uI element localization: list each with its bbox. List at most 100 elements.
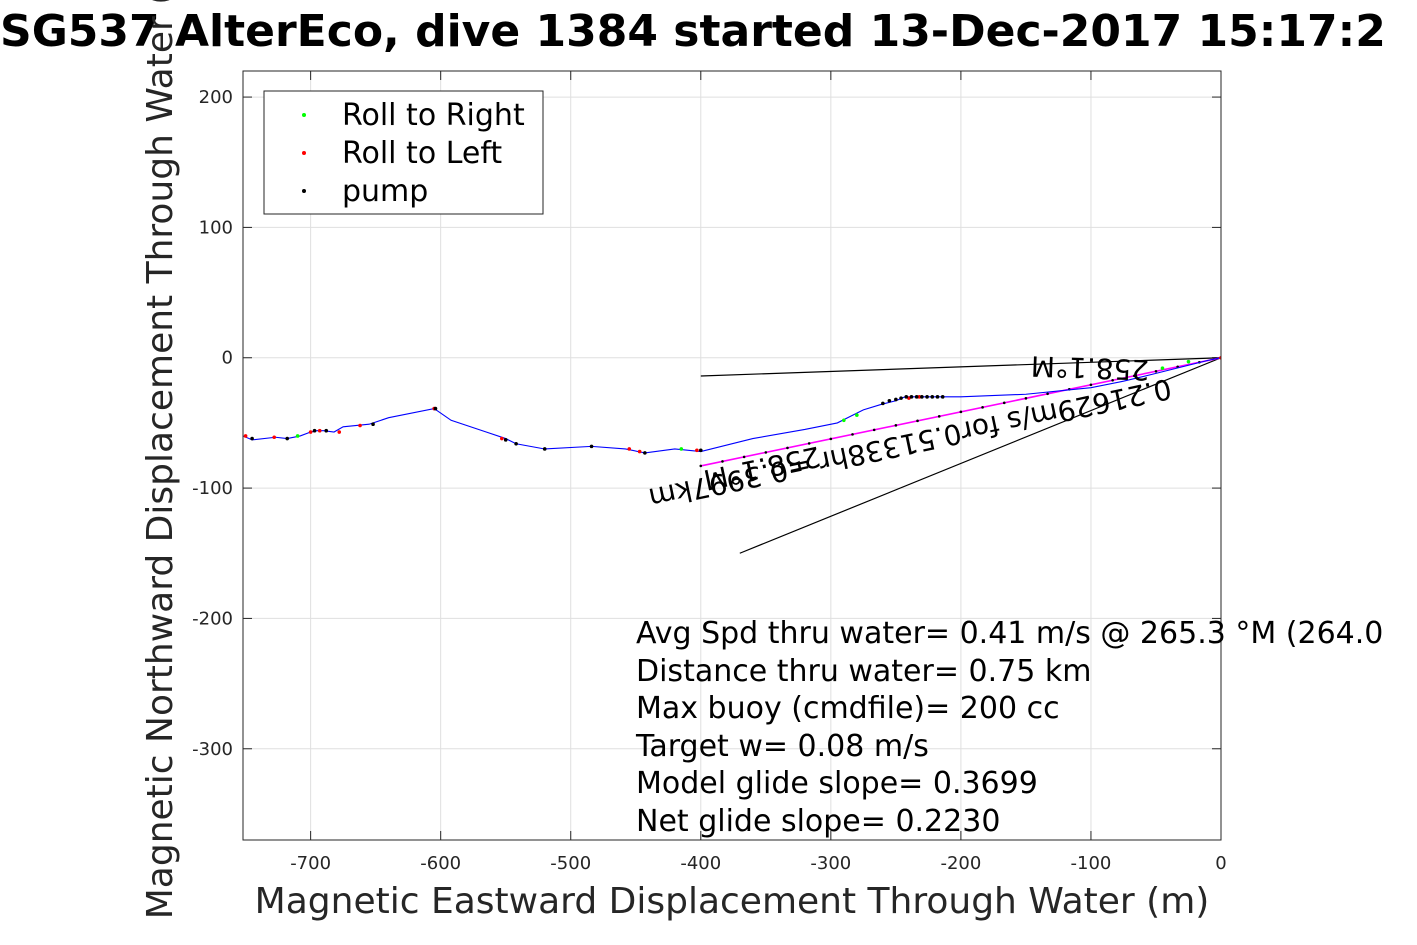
magenta-track-dot — [981, 406, 984, 409]
pump-point — [643, 451, 647, 455]
magenta-track-dot — [937, 415, 941, 418]
x-tick-label: -400 — [680, 853, 721, 874]
rotated-label-1: 258.1°M — [1030, 349, 1149, 386]
legend-label-pump: pump — [342, 174, 428, 209]
pump-point — [324, 428, 329, 433]
pump-point — [514, 441, 518, 446]
x-axis-label: Magnetic Eastward Displacement Through W… — [255, 881, 1210, 922]
roll-left-point — [337, 430, 342, 434]
roll-left-point — [500, 436, 504, 441]
pump-point — [433, 406, 438, 411]
pump-point — [698, 448, 703, 453]
pump-point — [285, 436, 290, 441]
pump-point — [312, 428, 317, 433]
legend-label-roll-left: Roll to Left — [342, 136, 502, 171]
magenta-track-dot — [721, 460, 724, 463]
pump-point — [503, 438, 508, 442]
pump-point — [371, 422, 375, 427]
x-ticks: -700 -600 -500 -400 -300 -200 -100 0 — [290, 71, 1227, 874]
dive-track-line — [243, 357, 1221, 454]
magenta-track-dot — [1111, 378, 1114, 382]
annotation-model-glide: Model glide slope= 0.3699 — [636, 766, 1038, 801]
legend: Roll to Right Roll to Left pump — [263, 90, 544, 215]
pump-point — [914, 395, 919, 399]
legend-box — [263, 90, 544, 215]
y-tick-label: -100 — [192, 478, 233, 499]
magenta-track-dot — [764, 451, 768, 454]
pump-point — [542, 447, 547, 451]
annotation-net-glide: Net glide slope= 0.2230 — [636, 804, 1000, 839]
roll-right-point — [1160, 366, 1165, 370]
magenta-track-dot — [786, 446, 789, 450]
roll-right-point — [679, 447, 684, 451]
x-tick-label: -200 — [940, 853, 981, 874]
magenta-track-dot — [1002, 401, 1006, 405]
x-tick-label: -500 — [550, 853, 591, 874]
data-layer — [243, 355, 1221, 554]
pump-point — [881, 401, 885, 406]
reference-line-1 — [700, 357, 1221, 377]
pump-point — [940, 395, 945, 399]
legend-label-roll-right: Roll to Right — [342, 98, 525, 133]
roll-left-point — [272, 435, 277, 440]
y-axis-label: Magnetic Northward Displacement Through … — [140, 0, 181, 919]
x-tick-label: -600 — [420, 853, 461, 874]
y-tick-label: 200 — [199, 87, 233, 108]
pump-point — [250, 436, 254, 441]
legend-marker-roll-right — [302, 113, 306, 117]
y-tick-label: -200 — [192, 608, 233, 629]
roll-left-point — [243, 434, 248, 438]
pump-point — [930, 395, 935, 399]
x-tick-label: 0 — [1215, 853, 1226, 874]
magenta-track-dot — [872, 428, 876, 432]
pump-point — [887, 398, 892, 403]
pump-point — [920, 395, 924, 399]
roll-right-point — [1186, 359, 1191, 364]
legend-marker-roll-left — [302, 151, 306, 155]
magenta-track-dot — [916, 419, 919, 423]
magenta-track-dot — [959, 410, 963, 414]
roll-left-point — [317, 428, 322, 433]
pump-point — [894, 397, 898, 402]
magenta-track-dot — [699, 464, 703, 468]
magenta-track-dot — [829, 437, 833, 441]
summary-annotations: Avg Spd thru water= 0.41 m/s @ 265.3 °M … — [635, 616, 1383, 839]
pump-point — [925, 395, 929, 399]
roll-left-point — [695, 448, 699, 453]
x-tick-label: -700 — [290, 853, 331, 874]
plot-frame — [242, 70, 1222, 841]
roll-right-point — [842, 418, 846, 423]
chart-title: SG537 AlterEco, dive 1384 started 13-Dec… — [0, 6, 1386, 57]
x-tick-label: -300 — [810, 853, 851, 874]
reference-line-2 — [739, 357, 1221, 554]
magenta-track-dot — [1132, 374, 1136, 378]
pump-point — [909, 395, 914, 399]
roll-left-point — [637, 449, 642, 454]
pump-point — [935, 395, 940, 399]
magenta-track-dot — [1154, 369, 1158, 373]
y-tick-label: 0 — [222, 348, 233, 369]
magenta-track-dot — [1089, 383, 1093, 387]
y-tick-label: 100 — [199, 217, 233, 238]
legend-marker-pump — [302, 189, 306, 193]
annotation-distance: Distance thru water= 0.75 km — [636, 654, 1091, 689]
magenta-track-dot — [742, 455, 746, 459]
roll-left-point — [917, 395, 922, 399]
x-tick-label: -100 — [1071, 853, 1112, 874]
roll-left-point — [308, 430, 313, 434]
roll-left-point — [627, 447, 632, 451]
y-tick-label: -300 — [192, 739, 233, 760]
roll-right-point — [855, 413, 859, 417]
magenta-track-dot — [851, 433, 854, 436]
magenta-track-dot — [1024, 397, 1028, 400]
magenta-track-dot — [894, 424, 898, 427]
pump-point — [589, 444, 594, 449]
annotation-avg-speed: Avg Spd thru water= 0.41 m/s @ 265.3 °M … — [636, 616, 1383, 651]
pump-point — [904, 395, 909, 399]
pump-point — [899, 396, 903, 400]
roll-left-point — [358, 423, 362, 428]
annotation-max-buoy: Max buoy (cmdfile)= 200 cc — [636, 691, 1060, 726]
roll-right-point — [295, 434, 300, 438]
annotation-target-w: Target w= 0.08 m/s — [635, 729, 929, 764]
